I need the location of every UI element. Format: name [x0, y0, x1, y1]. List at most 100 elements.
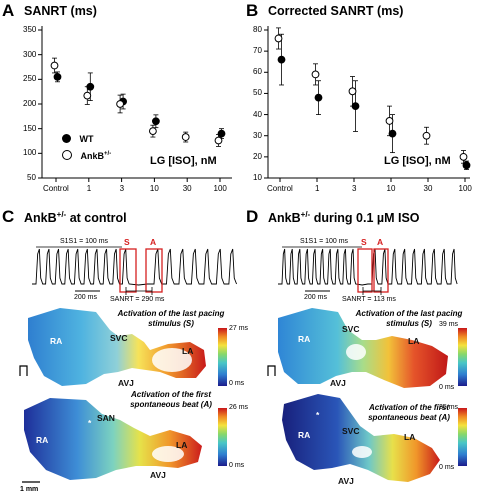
marker-box-s-d	[357, 248, 373, 293]
chart-a-xtick-label: 30	[182, 184, 192, 193]
label-svc-d1: SVC	[342, 324, 360, 334]
caption-c1-line2: stimulus (S)	[148, 319, 194, 328]
chart-a-point-ankb	[83, 91, 92, 100]
s1s1-label-d: S1S1 = 100 ms	[300, 238, 349, 245]
chart-b	[264, 26, 471, 182]
label-avj-d2: AVJ	[338, 476, 354, 486]
chart-b-ytick-label: 20	[253, 151, 262, 161]
chart-a-ytick-label: 300	[23, 49, 37, 59]
legend-wt: WT	[62, 134, 94, 144]
colorbar-c2-max: 26 ms	[229, 404, 249, 411]
caption-d1-line1: Activation of the last pacing	[355, 309, 463, 318]
label-san-c2: SAN	[97, 413, 115, 423]
sanrt-label-d: SANRT = 113 ms	[342, 296, 396, 303]
heatmap-c2	[24, 398, 202, 480]
legend-ankb-label: AnkB	[80, 151, 105, 161]
chart-b-point-ankb	[422, 131, 431, 140]
panel-title-c-rest: at control	[66, 211, 127, 226]
chart-a-point-wt	[152, 117, 160, 126]
chart-b-ytick-label: 10	[253, 173, 262, 182]
caption-c2-line2: spontaneous beat (A)	[130, 400, 212, 409]
colorbar-c2	[218, 408, 227, 466]
panel-title-b: Corrected SANRT (ms)	[268, 4, 404, 18]
caption-d2-line1: Activation of the first	[368, 403, 449, 412]
colorbar-c1	[218, 328, 227, 386]
panel-title-a: SANRT (ms)	[24, 4, 97, 18]
chart-b-xtick-label: 10	[386, 184, 396, 193]
chart-b-xtick-label: 3	[352, 184, 357, 193]
chart-a-point-ankb	[214, 136, 223, 145]
chart-b-ytick-label: 30	[253, 130, 262, 140]
legend-ankb-sup: +/-	[104, 151, 112, 157]
chart-a-xtick-label: 3	[119, 184, 125, 193]
label-svc-d2: SVC	[342, 426, 360, 436]
colorbar-d2-max: 35 ms	[439, 404, 459, 411]
colorbar-d2	[458, 408, 467, 466]
chart-b-point-ankb	[311, 70, 320, 79]
time-scale-label-c: 200 ms	[74, 294, 97, 301]
caption-c2: Activation of the first spontaneous beat …	[96, 390, 246, 410]
panel-letter-c: C	[2, 207, 15, 226]
colorbar-d1-min: 0 ms	[439, 384, 455, 391]
chart-a-ytick-label: 200	[23, 99, 37, 108]
caption-d1: Activation of the last pacing stimulus (S…	[334, 309, 480, 329]
caption-c2-line1: Activation of the first	[130, 390, 211, 399]
chart-b-point-wt	[314, 93, 323, 102]
label-la-c2: LA	[176, 440, 188, 450]
caption-d1-line2: stimulus (S)	[386, 319, 432, 328]
marker-box-a-c	[145, 248, 163, 293]
activation-map-c-spontaneous	[22, 398, 227, 483]
chart-b-ytick-label: 50	[253, 88, 262, 98]
chart-a-ytick-label: 250	[23, 74, 37, 84]
caption-d2-line2: spontaneous beat (A)	[368, 413, 450, 422]
chart-a-ytick-label: 50	[27, 173, 36, 182]
time-scale-label-d: 200 ms	[304, 294, 327, 301]
chart-a-point-ankb	[181, 133, 190, 141]
caption-c1: Activation of the last pacing stimulus (S…	[96, 309, 246, 329]
ecg-trace-d	[278, 248, 458, 286]
map-hole-d2	[352, 446, 372, 458]
legend-ankb: AnkB+/-	[62, 150, 111, 161]
chart-b-xtick-label: 30	[423, 184, 433, 193]
chart-b-ytick-label: 70	[253, 46, 262, 56]
panel-title-c-sup: +/-	[56, 210, 67, 219]
colorbar-d2-min: 0 ms	[439, 464, 455, 471]
chart-a-xtick-label: 10	[149, 184, 159, 193]
label-la-d2: LA	[404, 432, 416, 442]
label-la-d1: LA	[408, 336, 420, 346]
label-star-c2: *	[88, 418, 92, 428]
chart-b-xtick-label: 1	[315, 184, 320, 193]
chart-b-xtick-label: Control	[267, 184, 293, 193]
marker-s-d: S	[361, 237, 367, 247]
label-avj-c2: AVJ	[150, 470, 166, 480]
chart-a-point-ankb	[149, 127, 157, 136]
chart-b-xlabel: LG [ISO], nM	[384, 155, 451, 167]
colorbar-d1-max: 39 ms	[439, 321, 459, 328]
panel-letter-a: A	[2, 1, 15, 20]
colorbar-c2-min: 0 ms	[229, 462, 245, 469]
chart-b-ytick-label: 60	[253, 67, 262, 77]
heatmap-d2	[282, 394, 440, 482]
spatial-scale-label: 1 mm	[20, 486, 39, 493]
activation-map-c-pacing	[19, 308, 227, 386]
label-ra-c2: RA	[36, 435, 49, 445]
trace-c	[32, 246, 237, 295]
chart-a-ytick-label: 100	[23, 148, 37, 158]
chart-a-point-ankb	[50, 61, 59, 70]
legend-wt-marker	[62, 134, 71, 143]
chart-a-xtick-label: 1	[86, 184, 92, 193]
label-svc-c1: SVC	[110, 333, 128, 343]
map-hole-d1	[346, 344, 366, 360]
caption-c1-line1: Activation of the last pacing	[117, 309, 225, 318]
label-star-d2: *	[316, 410, 320, 420]
chart-b-ytick-label: 80	[253, 25, 262, 34]
label-la-c1: LA	[182, 346, 194, 356]
panel-title-d-rest: during 0.1 µM ISO	[310, 211, 420, 226]
legend-wt-label: WT	[79, 134, 94, 144]
chart-a-point-ankb	[116, 100, 124, 108]
chart-a-point-wt	[53, 72, 62, 81]
stimulus-icon-d	[267, 365, 276, 376]
ecg-trace-c	[32, 248, 237, 286]
